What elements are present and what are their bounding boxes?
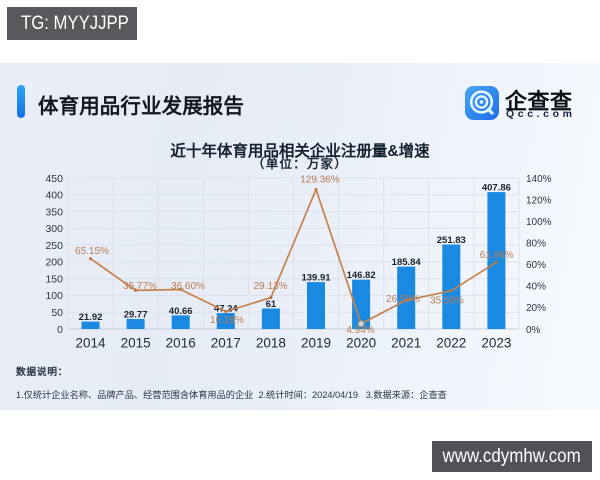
svg-text:2018: 2018	[256, 336, 286, 351]
svg-text:2017: 2017	[211, 336, 241, 351]
svg-text:150: 150	[45, 274, 63, 286]
svg-text:60%: 60%	[526, 260, 546, 271]
svg-text:300: 300	[45, 223, 63, 235]
svg-text:250: 250	[45, 240, 63, 252]
svg-text:139.91: 139.91	[301, 273, 331, 284]
svg-text:2014: 2014	[75, 336, 106, 351]
svg-text:0: 0	[57, 324, 63, 336]
svg-text:2020: 2020	[346, 336, 376, 351]
svg-text:16.18%: 16.18%	[210, 315, 244, 326]
svg-text:29.13%: 29.13%	[254, 281, 288, 292]
svg-text:40.66: 40.66	[169, 306, 193, 317]
svg-text:140%: 140%	[526, 174, 552, 185]
svg-text:35.77%: 35.77%	[123, 281, 157, 292]
svg-text:0%: 0%	[526, 325, 541, 336]
svg-text:2022: 2022	[436, 336, 466, 351]
svg-text:2019: 2019	[301, 336, 331, 351]
svg-text:65.15%: 65.15%	[75, 246, 109, 257]
svg-text:2016: 2016	[166, 336, 196, 351]
svg-text:120%: 120%	[526, 195, 552, 206]
svg-text:407.86: 407.86	[482, 183, 511, 194]
svg-text:61.96%: 61.96%	[480, 250, 514, 261]
svg-text:2015: 2015	[121, 336, 151, 351]
svg-text:80%: 80%	[526, 239, 546, 250]
svg-text:35.50%: 35.50%	[430, 295, 464, 306]
svg-text:61: 61	[266, 299, 277, 310]
svg-text:450: 450	[45, 173, 63, 185]
svg-text:100: 100	[45, 290, 63, 302]
svg-text:146.82: 146.82	[347, 270, 376, 281]
svg-text:2023: 2023	[481, 336, 511, 351]
svg-text:100%: 100%	[526, 217, 552, 228]
svg-text:21.92: 21.92	[79, 312, 103, 323]
svg-text:29.77: 29.77	[124, 310, 148, 321]
svg-text:20%: 20%	[526, 303, 546, 314]
svg-text:129.36%: 129.36%	[300, 175, 340, 186]
svg-text:40%: 40%	[526, 282, 546, 293]
svg-text:2021: 2021	[391, 336, 421, 351]
svg-text:251.83: 251.83	[437, 235, 466, 246]
svg-text:350: 350	[45, 206, 63, 218]
svg-text:185.84: 185.84	[392, 257, 422, 268]
svg-text:47.24: 47.24	[214, 304, 238, 315]
svg-text:200: 200	[45, 257, 63, 269]
svg-text:36.60%: 36.60%	[171, 281, 205, 292]
svg-text:4.94%: 4.94%	[346, 325, 374, 336]
svg-text:50: 50	[51, 307, 63, 319]
svg-text:400: 400	[45, 190, 63, 202]
svg-text:26.58%: 26.58%	[386, 294, 420, 305]
